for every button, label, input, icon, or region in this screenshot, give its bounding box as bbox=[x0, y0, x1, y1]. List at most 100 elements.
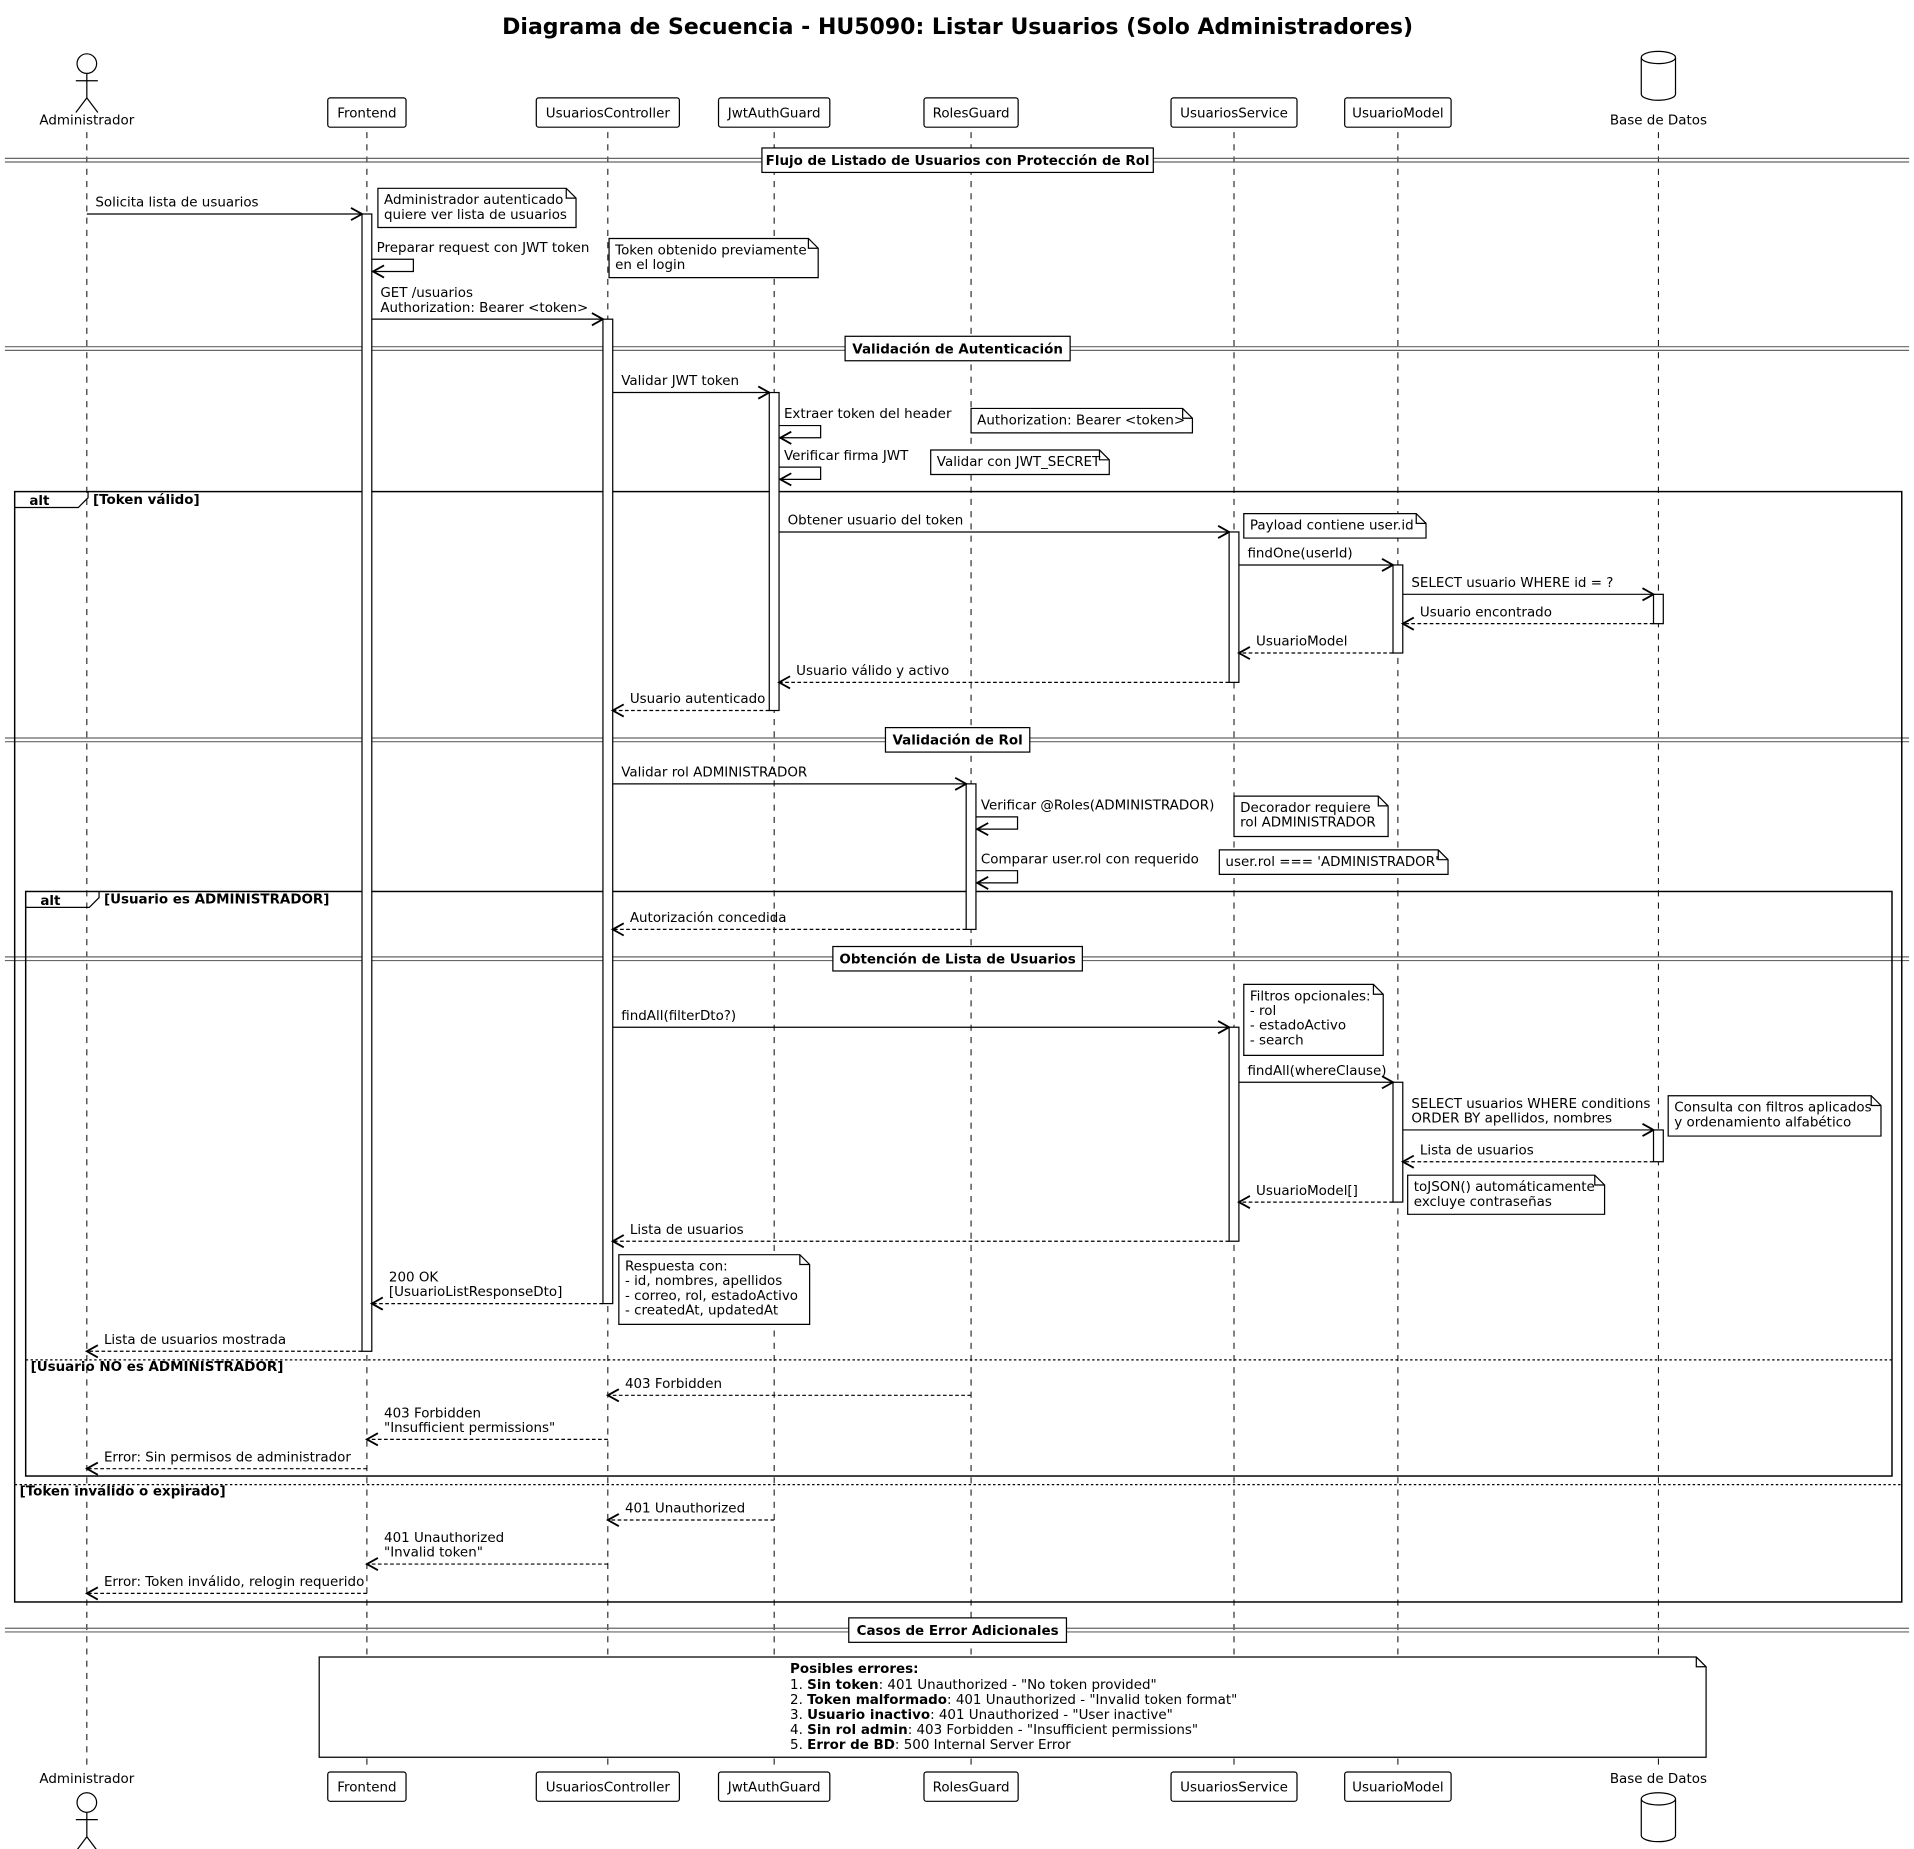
diagram-title: Diagrama de Secuencia - HU5090: Listar U… bbox=[502, 15, 1413, 40]
note-text: - id, nombres, apellidos bbox=[625, 1274, 782, 1289]
message: 401 Unauthorized"Invalid token" bbox=[365, 1531, 608, 1571]
activation-bar bbox=[1392, 564, 1404, 654]
arrowhead-icon bbox=[371, 264, 385, 279]
error-item-detail: : 401 Unauthorized - "Invalid token form… bbox=[947, 1693, 1237, 1708]
arrowhead-icon bbox=[365, 1432, 379, 1447]
message: 403 Forbidden bbox=[605, 1377, 972, 1403]
message-label: Preparar request con JWT token bbox=[377, 241, 590, 256]
participant-box bbox=[1170, 1771, 1298, 1802]
divider-box bbox=[848, 1617, 1068, 1643]
message: 401 Unauthorized bbox=[605, 1502, 775, 1527]
arrowhead-icon bbox=[84, 1461, 99, 1476]
divider-box bbox=[844, 335, 1071, 362]
message-label: Usuario válido y activo bbox=[796, 663, 949, 679]
participant-box bbox=[535, 1771, 680, 1802]
database-icon bbox=[1640, 1792, 1677, 1843]
message-label: Lista de usuarios bbox=[1420, 1143, 1534, 1158]
arrowhead-icon bbox=[1237, 646, 1251, 660]
participant-box bbox=[327, 1771, 407, 1802]
error-cases-note: Posibles errores:1. Sin token: 401 Unaut… bbox=[318, 1656, 1707, 1758]
note: user.rol === 'ADMINISTRADOR' bbox=[1218, 849, 1449, 875]
message: UsuarioModel bbox=[1237, 635, 1394, 660]
error-item-name: Usuario inactivo bbox=[807, 1708, 930, 1723]
participant-box bbox=[923, 97, 1019, 128]
message-label: 200 OK bbox=[389, 1271, 439, 1286]
fragment-operator-tab bbox=[14, 491, 89, 509]
arrowhead-icon bbox=[605, 1513, 620, 1527]
message: Verificar firma JWT bbox=[778, 449, 909, 487]
arrowhead-icon bbox=[605, 1388, 620, 1403]
self-message-arrow bbox=[975, 816, 1019, 830]
note-text: - correo, rol, estadoActivo bbox=[625, 1289, 798, 1304]
participant-top: UsuariosController bbox=[535, 97, 680, 128]
divider: Validación de Rol bbox=[4, 727, 1910, 753]
fragment-operator: alt bbox=[40, 894, 61, 909]
actor-icon-body bbox=[75, 73, 99, 113]
message-label: GET /usuarios bbox=[380, 286, 473, 301]
message-label: Autorización concedida bbox=[630, 910, 787, 926]
note-box bbox=[608, 237, 819, 279]
participant-box bbox=[717, 97, 831, 128]
note-text: toJSON() automáticamente bbox=[1414, 1179, 1595, 1195]
note-text: Administrador autenticado bbox=[384, 193, 563, 208]
message: Preparar request con JWT token bbox=[371, 241, 590, 279]
note-text: Token obtenido previamente bbox=[614, 243, 806, 258]
message-label: findOne(userId) bbox=[1247, 547, 1352, 562]
participant-label: UsuarioModel bbox=[1352, 106, 1443, 121]
message: Validar JWT token bbox=[612, 374, 772, 400]
note-box bbox=[1218, 849, 1449, 875]
arrowhead-icon bbox=[610, 922, 625, 937]
message: Error: Sin permisos de administrador bbox=[84, 1450, 367, 1476]
arrowhead-icon bbox=[369, 1296, 384, 1311]
message-label: Validar rol ADMINISTRADOR bbox=[621, 766, 807, 781]
message-label: Verificar firma JWT bbox=[784, 449, 909, 464]
arrowhead-icon bbox=[1381, 1075, 1395, 1090]
participant-label: RolesGuard bbox=[933, 1781, 1010, 1796]
divider: Obtención de Lista de Usuarios bbox=[4, 945, 1910, 972]
note-text: Decorador requiere bbox=[1240, 801, 1371, 816]
activation-bar bbox=[361, 213, 373, 1352]
note-text: user.rol === 'ADMINISTRADOR' bbox=[1225, 855, 1438, 870]
error-item-name: Token malformado bbox=[807, 1693, 947, 1708]
message-label: Authorization: Bearer <token> bbox=[380, 301, 588, 316]
actor-icon bbox=[76, 53, 98, 74]
activation-bar bbox=[1228, 531, 1240, 683]
arrowhead-icon bbox=[1217, 525, 1232, 539]
activation-bar bbox=[602, 318, 614, 1305]
self-message-arrow bbox=[779, 424, 822, 439]
message: Usuario encontrado bbox=[1400, 605, 1654, 631]
error-note-item: 2. Token malformado: 401 Unauthorized - … bbox=[790, 1693, 1237, 1708]
message-label: Error: Sin permisos de administrador bbox=[104, 1450, 351, 1465]
message: Lista de usuarios bbox=[1400, 1143, 1654, 1169]
message-label: 403 Forbidden bbox=[625, 1377, 722, 1392]
message: UsuarioModel[] bbox=[1237, 1184, 1394, 1210]
database-icon bbox=[1640, 50, 1677, 101]
participant-bottom: UsuariosService bbox=[1170, 1771, 1298, 1802]
message-label: Lista de usuarios mostrada bbox=[104, 1333, 286, 1348]
fragment-guard: [Token válido] bbox=[93, 492, 200, 508]
note: Validar con JWT_SECRET bbox=[930, 449, 1110, 476]
note: Respuesta con:- id, nombres, apellidos- … bbox=[618, 1254, 811, 1325]
message-label: 403 Forbidden bbox=[384, 1406, 481, 1421]
participant-label: UsuarioModel bbox=[1352, 1781, 1443, 1796]
participant-bottom: Base de Datos bbox=[1610, 1772, 1707, 1843]
participant-box bbox=[1344, 1771, 1452, 1802]
error-item-name: Error de BD bbox=[807, 1738, 895, 1753]
participant-bottom: Frontend bbox=[327, 1771, 407, 1802]
message-label: Extraer token del header bbox=[784, 407, 952, 422]
message: Extraer token del header bbox=[778, 407, 952, 445]
divider-label: Flujo de Listado de Usuarios con Protecc… bbox=[766, 153, 1150, 169]
note: Filtros opcionales:- rol- estadoActivo- … bbox=[1243, 983, 1384, 1056]
participant-bottom: UsuarioModel bbox=[1344, 1771, 1452, 1802]
note-corner bbox=[799, 1254, 810, 1266]
divider: Flujo de Listado de Usuarios con Protecc… bbox=[4, 147, 1910, 174]
participant-label: JwtAuthGuard bbox=[727, 1781, 821, 1796]
error-note-item: 1. Sin token: 401 Unauthorized - "No tok… bbox=[790, 1678, 1157, 1693]
message-label: Error: Token inválido, relogin requerido bbox=[104, 1574, 364, 1590]
divider-box bbox=[761, 147, 1154, 174]
arrowhead-icon bbox=[1400, 1154, 1415, 1169]
arrowhead-icon bbox=[591, 312, 605, 327]
